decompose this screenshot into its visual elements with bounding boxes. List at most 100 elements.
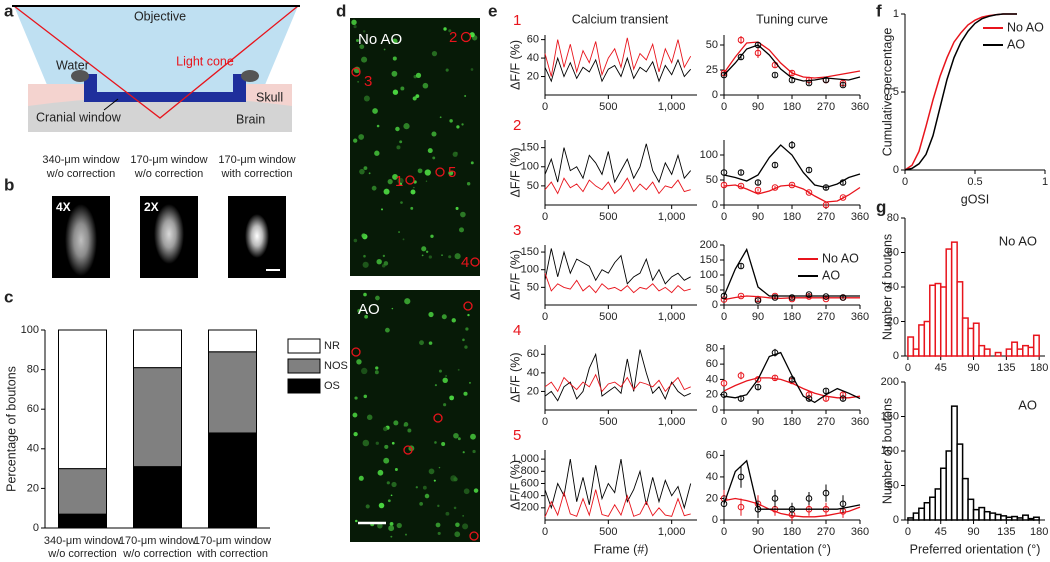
series-line [904, 13, 1017, 171]
bouton [470, 68, 474, 71]
data-point [805, 495, 813, 502]
bouton [382, 426, 388, 432]
series-line [544, 56, 692, 83]
x-tick-label: 1,000 [658, 416, 686, 428]
data-point [737, 262, 745, 270]
x-tick-label: 0 [721, 416, 727, 428]
rois [351, 31, 480, 541]
y-tick-label: 80 [887, 212, 899, 224]
series-line [544, 273, 691, 294]
histogram-bar [1016, 348, 1024, 357]
chart: 0 50 100 150 200 0 90 180 270 360 No AO AO [700, 239, 870, 323]
bouton [448, 255, 452, 259]
panel-label: a [4, 1, 14, 20]
x-tick-label: 135 [997, 362, 1015, 374]
data-point [720, 71, 728, 79]
label: Brain [236, 112, 265, 126]
roi [435, 167, 445, 177]
histogram-bar [1000, 515, 1008, 521]
y-tick-label: 200 [521, 502, 539, 514]
bouton [460, 211, 466, 218]
data-point [839, 294, 847, 301]
y-tick-label: 60 [27, 403, 39, 415]
bar-segment [208, 351, 257, 434]
bouton [428, 255, 432, 259]
x-axis-label: gOSI [961, 192, 990, 206]
histogram-bar [1032, 334, 1040, 357]
x-tick-label: 0 [721, 311, 727, 323]
histogram-bar [912, 348, 920, 357]
bouton [464, 95, 467, 97]
column-title: Calcium transient [572, 12, 669, 26]
data-point [720, 292, 728, 300]
brain [28, 97, 292, 132]
y-tick-label: 100 [21, 324, 39, 336]
label: Skull [256, 90, 283, 104]
x-tick-label: 270 [817, 101, 835, 113]
histogram-bar [994, 513, 1002, 521]
bouton [467, 313, 470, 317]
bouton [442, 377, 448, 384]
bouton [390, 494, 393, 497]
x-tick-label: 90 [752, 526, 764, 538]
data-point [737, 292, 745, 300]
column-title: Tuning curve [756, 12, 828, 26]
bouton [363, 95, 370, 102]
data-point [737, 473, 745, 481]
series-line [544, 349, 691, 402]
data-point [754, 297, 762, 304]
histogram-bar [950, 241, 958, 357]
roi [460, 31, 472, 43]
bouton [452, 151, 458, 157]
y-tick-label: 150 [881, 410, 899, 422]
bouton [437, 504, 440, 508]
histogram-bar [994, 351, 1002, 357]
bouton [433, 479, 436, 482]
data-point [788, 505, 796, 513]
bar-segment [208, 432, 257, 529]
bouton [437, 531, 441, 535]
bouton [424, 493, 430, 499]
zoom-label: 2X [144, 200, 159, 214]
bouton [372, 108, 378, 114]
histogram-bar [972, 322, 980, 357]
y-tick-label: 20 [27, 482, 39, 494]
roi [469, 531, 479, 541]
panel-label: c [4, 287, 13, 306]
bouton [399, 140, 403, 144]
roi [463, 301, 473, 311]
x-tick-label: 500 [599, 211, 617, 223]
histogram-bar [907, 336, 915, 357]
data-point [737, 503, 745, 511]
bouton [380, 208, 384, 211]
y-tick-label: 100 [521, 264, 539, 276]
y-tick-label: 100 [521, 161, 539, 173]
y-tick-label: 60 [527, 34, 539, 46]
series-line [544, 373, 691, 393]
histogram-bar [950, 405, 958, 521]
data-point [805, 79, 813, 87]
data-point [754, 383, 762, 391]
legend-label: NOS [324, 360, 348, 372]
fov-images [350, 18, 480, 542]
image-label: AO [358, 301, 380, 318]
bouton [375, 295, 380, 301]
bouton [419, 340, 424, 346]
bouton [424, 169, 431, 176]
chart: 0 50 100 150 200 0 45 90 135 180 Number of boutons… [880, 376, 1048, 556]
label: Objective [134, 9, 186, 23]
legend-label: NR [324, 340, 340, 352]
data-point [720, 379, 728, 387]
y-tick-label: 600 [521, 477, 539, 489]
y-tick-label: 150 [521, 246, 539, 258]
histogram-bar [1016, 517, 1024, 521]
chart: 0 0.5 1 0 0.5 1 Cumulative percentage gOSI No AO… [880, 8, 1048, 206]
bouton [398, 231, 400, 233]
roi-label: 3 [364, 73, 372, 90]
histogram-bar [929, 284, 937, 357]
bouton [456, 125, 460, 129]
psf [154, 204, 184, 264]
bouton [394, 468, 398, 472]
image-title: 340-μm window w/o correction [42, 154, 119, 180]
x-tick-label: 0 [542, 416, 548, 428]
